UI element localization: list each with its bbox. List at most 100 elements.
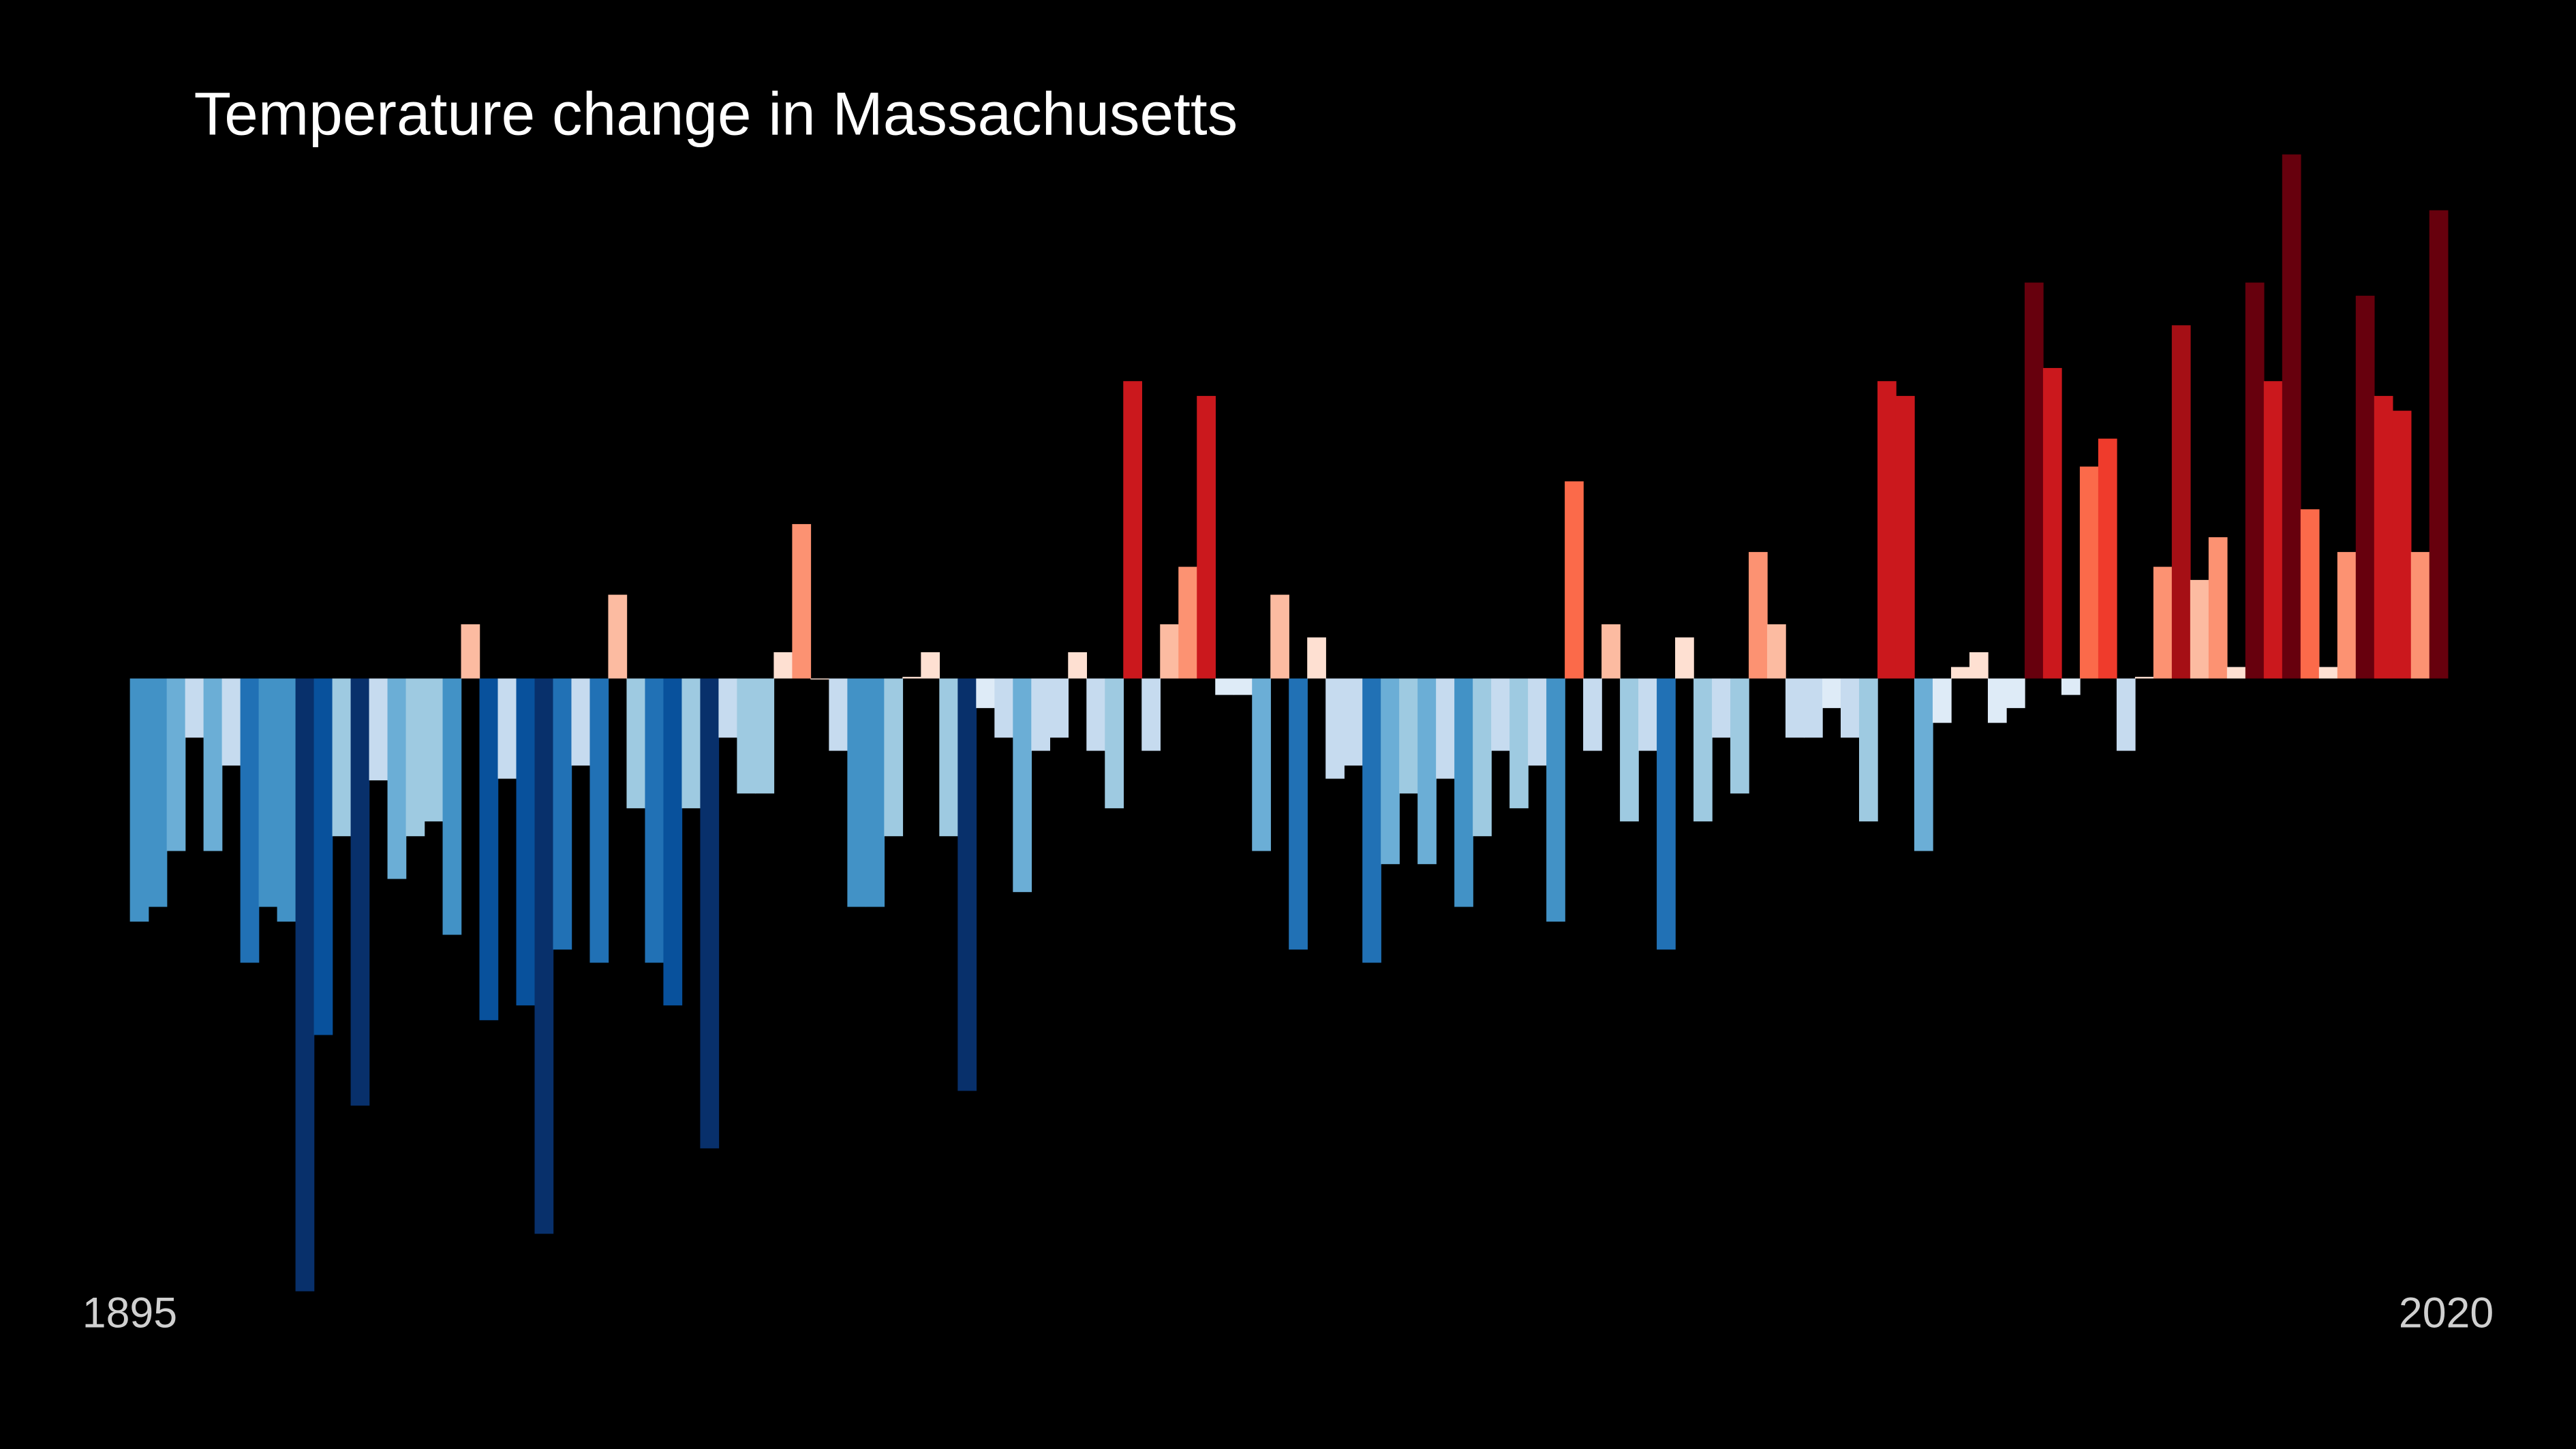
bar	[2171, 325, 2191, 679]
bar	[497, 678, 517, 779]
bar	[571, 678, 591, 766]
bar	[1031, 678, 1051, 751]
bar	[921, 652, 940, 679]
bar	[810, 678, 830, 680]
bar	[1950, 667, 1970, 679]
bar	[2006, 678, 2025, 708]
bar	[1086, 678, 1105, 751]
bar	[1252, 678, 1271, 851]
bar	[1491, 678, 1510, 751]
bar	[461, 624, 480, 679]
bar	[994, 678, 1014, 738]
bar	[1307, 637, 1326, 679]
bar	[221, 678, 241, 766]
bar	[185, 678, 204, 738]
bar	[1509, 678, 1529, 808]
bar	[1381, 678, 1400, 864]
bar	[1749, 551, 1768, 679]
bar	[718, 678, 738, 738]
bar	[2208, 537, 2228, 679]
bar	[1417, 678, 1437, 864]
bar	[350, 678, 370, 1106]
bar	[479, 678, 499, 1020]
bar	[1325, 678, 1345, 779]
bar	[553, 678, 572, 950]
bar	[1712, 678, 1731, 738]
bar	[1399, 678, 1418, 794]
bar	[626, 678, 646, 808]
bar	[1289, 678, 1308, 950]
bar	[148, 678, 168, 907]
bar	[1123, 381, 1142, 679]
bar	[755, 678, 775, 794]
bar	[2337, 551, 2357, 679]
bar	[2116, 678, 2136, 751]
bar	[2079, 466, 2099, 679]
bar	[1932, 678, 1952, 723]
bar	[1160, 624, 1179, 679]
bar	[773, 652, 793, 679]
bar	[1141, 678, 1161, 751]
bar	[313, 678, 333, 1035]
bar	[1638, 678, 1657, 751]
bar	[976, 678, 996, 708]
bar	[405, 678, 425, 836]
bar	[295, 678, 315, 1292]
bar	[2410, 551, 2430, 679]
chart-title: Temperature change in Massachusetts	[194, 80, 1238, 148]
bar	[1675, 637, 1694, 679]
bar	[516, 678, 536, 1006]
bar	[1344, 678, 1363, 766]
bar	[1178, 566, 1197, 679]
bar	[1895, 395, 1915, 679]
bar	[424, 678, 444, 822]
bar	[1969, 652, 1989, 679]
bar	[1657, 678, 1676, 950]
bar	[865, 678, 885, 907]
bar	[1068, 652, 1088, 679]
bar	[1473, 678, 1492, 836]
bar	[1987, 678, 2007, 723]
bar	[1601, 624, 1621, 679]
bar	[1693, 678, 1713, 822]
bar	[240, 678, 260, 963]
bar	[957, 678, 977, 1091]
bar	[534, 678, 554, 1234]
bar	[1583, 678, 1602, 751]
bar	[1270, 594, 1289, 679]
bar	[1822, 678, 1841, 708]
bar	[884, 678, 904, 836]
bar	[1049, 678, 1069, 738]
bar	[2318, 667, 2338, 679]
bar	[2374, 395, 2393, 679]
bar	[1785, 678, 1805, 738]
bar	[939, 678, 959, 836]
bar	[1436, 678, 1455, 779]
bar	[1914, 678, 1933, 851]
bar	[2263, 381, 2283, 679]
bar	[1546, 678, 1565, 922]
bar	[203, 678, 223, 851]
bar	[1215, 678, 1234, 695]
bar	[847, 678, 867, 907]
bar	[166, 678, 186, 851]
bar	[663, 678, 683, 1006]
bar	[332, 678, 352, 836]
bar	[700, 678, 720, 1148]
bar	[2190, 579, 2209, 679]
bar	[129, 678, 149, 922]
bar	[387, 678, 407, 879]
bar	[2226, 667, 2246, 679]
bar	[2282, 154, 2301, 679]
bar	[829, 678, 848, 751]
bar	[737, 678, 756, 794]
bar	[1233, 678, 1253, 695]
bar	[1804, 678, 1823, 738]
bar	[2153, 566, 2173, 679]
bar	[1362, 678, 1381, 963]
bar	[2042, 367, 2062, 679]
bar	[2355, 295, 2375, 679]
bar	[2245, 282, 2265, 679]
bar	[2300, 509, 2320, 679]
bar	[1565, 481, 1584, 679]
